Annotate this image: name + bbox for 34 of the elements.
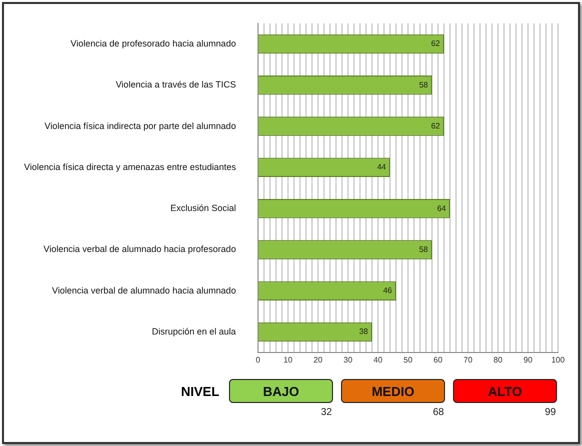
level-box: MEDIO: [341, 379, 445, 403]
data-label: 64: [437, 204, 447, 213]
data-label: 38: [359, 327, 369, 336]
text: NIVEL: [181, 384, 220, 399]
data-label: 44: [377, 162, 387, 172]
y-tick-label: Violencia de profesorado hacia alumnado: [70, 38, 236, 48]
x-tick-label: 60: [434, 356, 443, 365]
x-tick-label: 80: [494, 356, 503, 365]
y-tick-label: Violencia física indirecta por parte del alumnado: [44, 120, 236, 131]
y-tick-label: Violencia a través de las TICS: [116, 80, 236, 90]
x-tick-label: 90: [524, 356, 533, 365]
x-tick-label: 10: [284, 356, 293, 365]
text: 68: [432, 407, 444, 418]
data-label: 58: [419, 244, 429, 254]
level-box: ALTO: [453, 379, 557, 403]
data-label: 58: [419, 80, 429, 90]
x-tick-label: 0: [256, 356, 261, 365]
text: 99: [544, 407, 556, 418]
y-tick-label: Exclusión Social: [170, 203, 236, 214]
data-label: 46: [383, 286, 393, 296]
data-label: 62: [431, 39, 441, 48]
y-tick-label: Violencia verbal de alumnado hacia profesorado: [43, 244, 236, 254]
x-tick-label: 100: [551, 356, 566, 365]
x-tick-label: 20: [314, 356, 323, 365]
y-tick-label: Disrupción en el aula: [152, 326, 236, 337]
data-label: 62: [431, 121, 441, 130]
x-tick-label: 70: [464, 356, 473, 365]
text: 32: [320, 407, 332, 418]
y-tick-label: Violencia verbal de alumnado hacia alumnado: [52, 285, 236, 296]
x-tick-label: 30: [344, 356, 353, 365]
x-tick-label: 50: [404, 356, 413, 365]
x-tick-label: 40: [374, 356, 383, 365]
level-box: BAJO: [229, 379, 333, 403]
y-tick-label: Violencia física directa y amenazas entre estudiantes: [24, 162, 236, 172]
